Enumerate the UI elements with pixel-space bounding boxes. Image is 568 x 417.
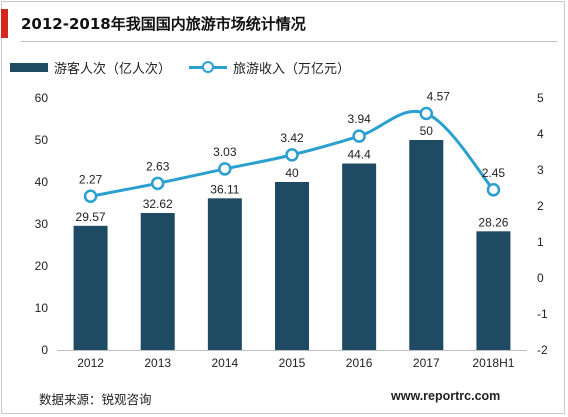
visitor-data-label: 50: [420, 124, 434, 138]
y-right-tick-label: -1: [537, 307, 548, 321]
bar: [342, 163, 377, 350]
revenue-point: [419, 106, 434, 121]
bar: [140, 212, 175, 350]
bar: [73, 225, 108, 350]
x-tick-label: 2013: [144, 356, 171, 370]
x-tick-label: 2012: [77, 356, 104, 370]
bar: [275, 182, 309, 350]
data-source-note: 数据来源：锐观咨询: [39, 392, 152, 407]
legend-item-revenue: 旅游收入（万亿元）: [189, 58, 350, 77]
title-accent-bar: [1, 9, 8, 38]
y-left-tick-label: 30: [35, 217, 49, 231]
page-title: 2012-2018年我国国内旅游市场统计情况: [21, 15, 306, 33]
y-right-tick-label: 4: [537, 127, 544, 141]
visitor-data-label: 28.26: [478, 215, 508, 229]
revenue-point: [486, 183, 501, 197]
visitor-data-label: 44.4: [347, 148, 371, 162]
visitor-data-label: 29.57: [76, 210, 106, 224]
visitor-data-label: 36.11: [210, 182, 239, 196]
bar: [476, 231, 511, 350]
y-left-tick-label: 10: [35, 301, 49, 315]
title-divider: [21, 41, 557, 42]
website-link[interactable]: www.reportrc.com: [391, 389, 501, 403]
y-left-tick-label: 20: [35, 259, 49, 273]
x-tick-label: 2016: [346, 356, 373, 370]
y-left-tick-label: 50: [35, 133, 49, 147]
y-left-tick-label: 60: [35, 91, 49, 105]
bar: [207, 198, 242, 350]
revenue-point: [352, 129, 366, 143]
visitor-data-label: 40: [285, 166, 299, 180]
y-right-tick-label: 0: [537, 271, 544, 285]
revenue-data-label: 3.42: [280, 131, 304, 145]
y-right-tick-label: -2: [537, 343, 548, 357]
y-left-tick-label: 40: [35, 175, 49, 189]
legend-label-visitors: 游客人次（亿人次）: [54, 61, 172, 77]
revenue-data-label: 2.63: [146, 159, 170, 173]
x-tick-label: 2017: [413, 356, 440, 370]
y-right-tick-label: 3: [537, 163, 544, 177]
bar: [409, 140, 444, 350]
revenue-point: [285, 148, 299, 162]
revenue-data-label: 4.57: [427, 89, 451, 103]
revenue-point: [218, 162, 232, 176]
x-tick-label: 2018H1: [472, 356, 514, 370]
revenue-data-label: 2.45: [482, 166, 506, 180]
y-left-tick-label: 0: [41, 343, 48, 357]
legend-line-swatch: [189, 61, 228, 73]
x-tick-label: 2014: [212, 356, 239, 370]
y-right-tick-label: 1: [537, 235, 544, 249]
y-right-tick-label: 2: [537, 199, 544, 213]
revenue-data-label: 3.03: [213, 145, 237, 159]
revenue-point: [150, 176, 165, 191]
x-tick-label: 2015: [279, 356, 306, 370]
legend-bar-swatch: [10, 62, 48, 72]
visitor-data-label: 32.62: [143, 197, 173, 211]
chart-legend: 游客人次（亿人次） 旅游收入（万亿元）: [10, 58, 368, 77]
y-right-tick-label: 5: [537, 91, 544, 105]
legend-item-visitors: 游客人次（亿人次）: [10, 58, 171, 77]
revenue-data-label: 2.27: [79, 172, 103, 186]
revenue-data-label: 3.94: [347, 112, 371, 126]
legend-label-revenue: 旅游收入（万亿元）: [233, 61, 351, 77]
revenue-point: [83, 189, 98, 204]
